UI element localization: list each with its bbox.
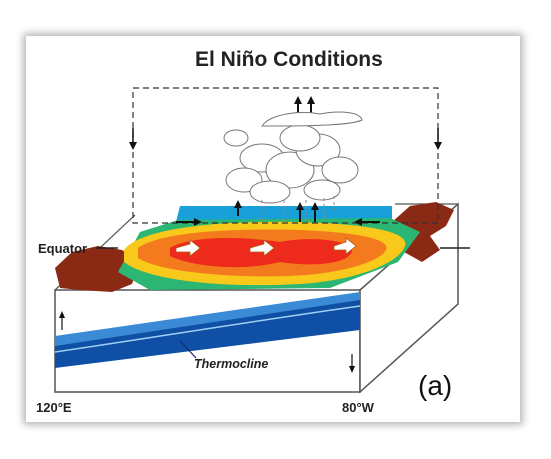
thermocline-line (54, 305, 361, 353)
deep-ocean-layer (55, 294, 360, 368)
longitude-west-label: 120°E (36, 400, 72, 415)
diagram-title: El Niño Conditions (195, 48, 383, 71)
rain-streaks (261, 196, 335, 222)
thermocline-label: Thermocline (194, 357, 269, 371)
equator-label: Equator (38, 241, 88, 256)
wind-arrow-icon (175, 237, 357, 257)
current-arrow-icon (59, 96, 442, 373)
west-land (55, 246, 140, 292)
sst-warm-core (170, 238, 352, 268)
upper-ocean-layer (55, 292, 360, 346)
longitude-east-label: 80°W (342, 400, 374, 415)
walker-circulation (132, 87, 439, 224)
convection-cloud-icon (223, 111, 363, 204)
panel-label: (a) (418, 370, 453, 401)
